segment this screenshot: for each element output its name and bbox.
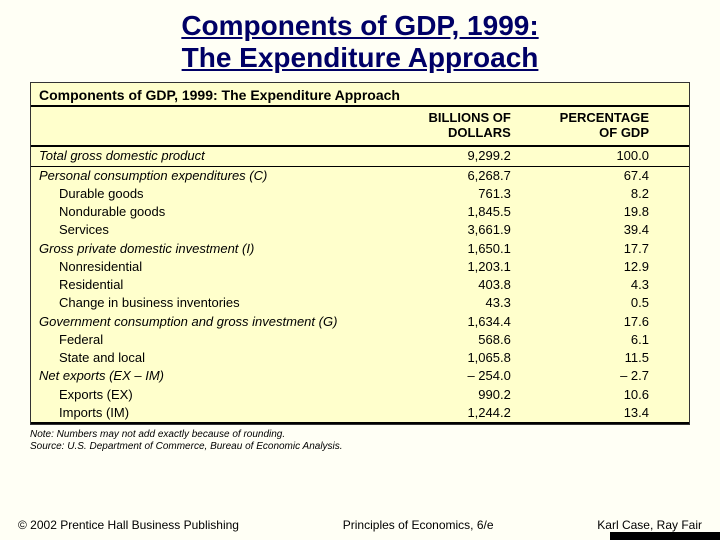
row-dollars: 3,661.9 — [413, 221, 551, 239]
row-percentage: 19.8 — [551, 203, 689, 221]
row-dollars: 43.3 — [413, 294, 551, 312]
note-rounding: Note: Numbers may not add exactly becaus… — [30, 429, 690, 441]
row-label: Gross private domestic investment (I) — [31, 240, 413, 258]
slide-title: Components of GDP, 1999: The Expenditure… — [0, 0, 720, 82]
row-percentage: 12.9 — [551, 258, 689, 276]
row-percentage: 13.4 — [551, 404, 689, 423]
row-dollars: 1,244.2 — [413, 404, 551, 423]
row-percentage: – 2.7 — [551, 367, 689, 385]
gdp-table-container: Components of GDP, 1999: The Expenditure… — [30, 82, 690, 425]
row-percentage: 100.0 — [551, 146, 689, 166]
header-percentage: PERCENTAGE OF GDP — [551, 107, 689, 146]
row-label: Durable goods — [31, 185, 413, 203]
table-notes: Note: Numbers may not add exactly becaus… — [30, 429, 690, 453]
row-percentage: 39.4 — [551, 221, 689, 239]
row-label: Government consumption and gross investm… — [31, 313, 413, 331]
table-row: Imports (IM)1,244.213.4 — [31, 404, 689, 423]
row-dollars: – 254.0 — [413, 367, 551, 385]
row-label: Residential — [31, 276, 413, 294]
row-dollars: 1,845.5 — [413, 203, 551, 221]
table-row: Net exports (EX – IM)– 254.0– 2.7 — [31, 367, 689, 385]
row-percentage: 17.7 — [551, 240, 689, 258]
row-percentage: 8.2 — [551, 185, 689, 203]
footer-authors: Karl Case, Ray Fair — [597, 518, 702, 532]
row-label: Exports (EX) — [31, 386, 413, 404]
table-row: Personal consumption expenditures (C)6,2… — [31, 166, 689, 185]
table-row: Durable goods761.38.2 — [31, 185, 689, 203]
row-percentage: 0.5 — [551, 294, 689, 312]
row-label: Nonresidential — [31, 258, 413, 276]
table-row: Residential403.84.3 — [31, 276, 689, 294]
row-dollars: 403.8 — [413, 276, 551, 294]
row-dollars: 1,203.1 — [413, 258, 551, 276]
row-percentage: 17.6 — [551, 313, 689, 331]
title-line-2: The Expenditure Approach — [182, 42, 539, 73]
table-caption: Components of GDP, 1999: The Expenditure… — [31, 83, 689, 107]
row-dollars: 1,065.8 — [413, 349, 551, 367]
table-row: Nondurable goods1,845.519.8 — [31, 203, 689, 221]
table-row: State and local1,065.811.5 — [31, 349, 689, 367]
table-row: Gross private domestic investment (I)1,6… — [31, 240, 689, 258]
row-percentage: 10.6 — [551, 386, 689, 404]
footer-publisher: © 2002 Prentice Hall Business Publishing — [18, 518, 239, 532]
gdp-table: BILLIONS OF DOLLARS PERCENTAGE OF GDP To… — [31, 107, 689, 424]
row-label: Federal — [31, 331, 413, 349]
row-label: Imports (IM) — [31, 404, 413, 423]
row-dollars: 9,299.2 — [413, 146, 551, 166]
row-dollars: 6,268.7 — [413, 166, 551, 185]
row-label: Personal consumption expenditures (C) — [31, 166, 413, 185]
header-dollars: BILLIONS OF DOLLARS — [413, 107, 551, 146]
row-label: State and local — [31, 349, 413, 367]
row-dollars: 761.3 — [413, 185, 551, 203]
table-header-row: BILLIONS OF DOLLARS PERCENTAGE OF GDP — [31, 107, 689, 146]
row-label: Total gross domestic product — [31, 146, 413, 166]
row-label: Change in business inventories — [31, 294, 413, 312]
row-percentage: 4.3 — [551, 276, 689, 294]
table-row: Nonresidential1,203.112.9 — [31, 258, 689, 276]
table-row: Federal568.66.1 — [31, 331, 689, 349]
row-dollars: 1,650.1 — [413, 240, 551, 258]
header-blank — [31, 107, 413, 146]
table-row: Change in business inventories43.30.5 — [31, 294, 689, 312]
table-row: Government consumption and gross investm… — [31, 313, 689, 331]
note-source: Source: U.S. Department of Commerce, Bur… — [30, 441, 690, 453]
row-label: Services — [31, 221, 413, 239]
slide-footer: © 2002 Prentice Hall Business Publishing… — [0, 518, 720, 532]
footer-book-title: Principles of Economics, 6/e — [343, 518, 494, 532]
row-percentage: 67.4 — [551, 166, 689, 185]
row-label: Net exports (EX – IM) — [31, 367, 413, 385]
row-dollars: 1,634.4 — [413, 313, 551, 331]
footer-black-bar — [610, 532, 720, 540]
row-dollars: 568.6 — [413, 331, 551, 349]
row-dollars: 990.2 — [413, 386, 551, 404]
table-row: Total gross domestic product9,299.2100.0 — [31, 146, 689, 166]
table-row: Services3,661.939.4 — [31, 221, 689, 239]
row-percentage: 11.5 — [551, 349, 689, 367]
row-label: Nondurable goods — [31, 203, 413, 221]
table-row: Exports (EX)990.210.6 — [31, 386, 689, 404]
row-percentage: 6.1 — [551, 331, 689, 349]
title-line-1: Components of GDP, 1999: — [181, 10, 538, 41]
